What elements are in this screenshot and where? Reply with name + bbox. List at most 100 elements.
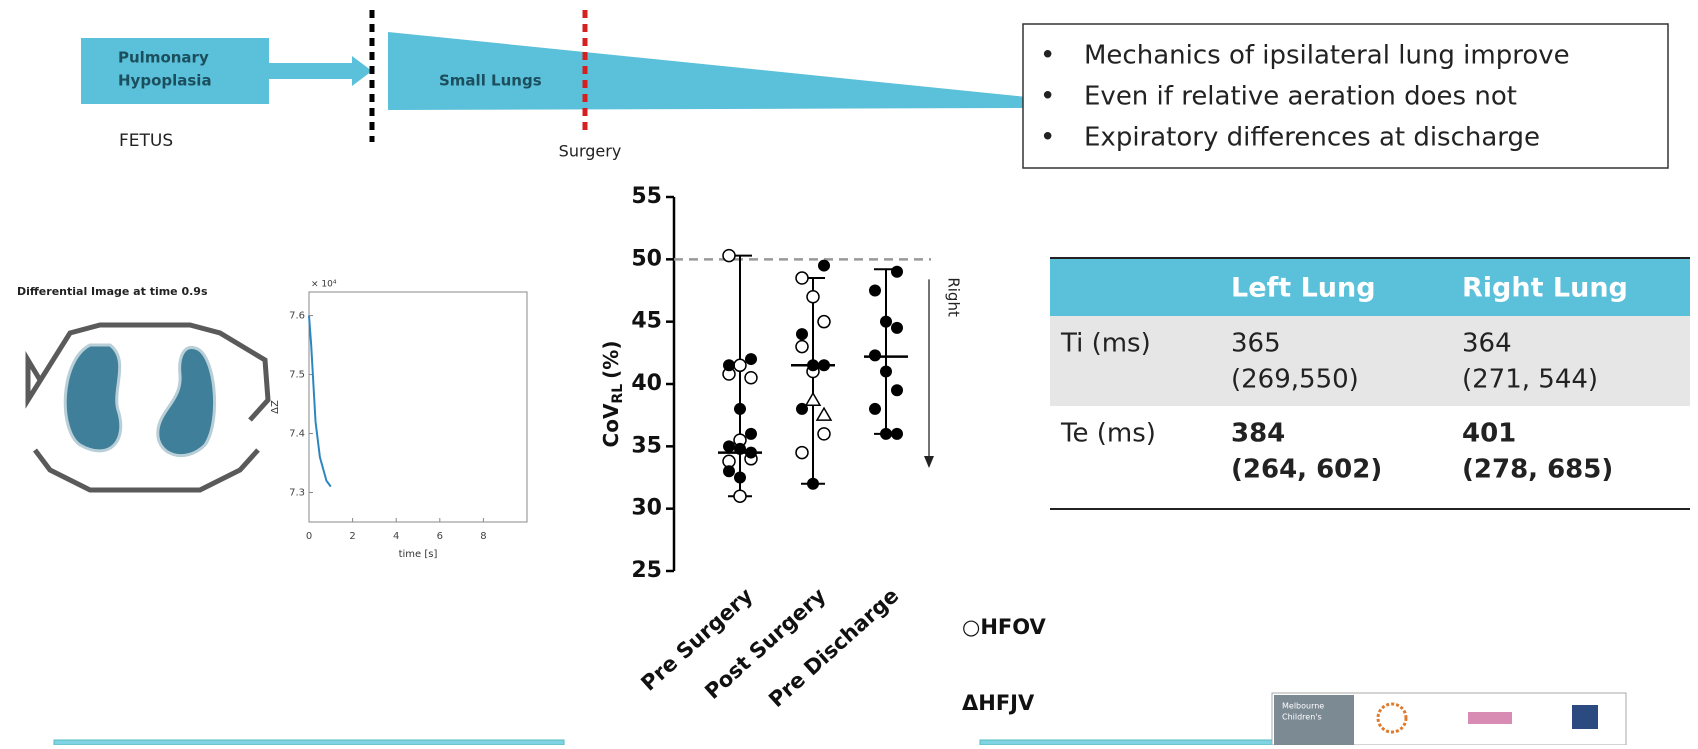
point: [744, 371, 758, 385]
annotation-arrowhead: [924, 456, 934, 468]
point: [796, 402, 808, 415]
stage-caption: FETUS: [119, 131, 173, 151]
image-title: Differential Image at time 0.9s: [17, 285, 208, 298]
plot-frame: [308, 291, 528, 523]
x-tick-label: 2: [349, 531, 355, 542]
point: [818, 359, 830, 372]
point: [817, 314, 831, 329]
point: [817, 427, 831, 441]
y-tick-label: 55: [631, 184, 662, 209]
point: [869, 284, 881, 297]
logo-text: Melbourne: [1282, 702, 1324, 711]
point: [891, 427, 903, 440]
point: [869, 349, 881, 362]
logo-icon: [1468, 712, 1512, 724]
row-label: Ti (ms): [1060, 329, 1151, 359]
cell-text: 365: [1231, 329, 1281, 359]
point: [807, 359, 819, 372]
x-tick-label: 6: [437, 531, 443, 542]
bullet-dot: •: [1040, 41, 1055, 71]
column-header: Left Lung: [1231, 273, 1376, 304]
event-label: Surgery: [559, 142, 622, 161]
y-tick-label: 7.4: [289, 429, 305, 440]
cell-text: (269,550): [1231, 365, 1359, 395]
line: [308, 315, 332, 488]
point: [880, 365, 892, 378]
y-tick-label: 7.6: [289, 311, 305, 322]
annotation: Right: [945, 277, 963, 317]
wedge: [388, 32, 1027, 110]
cell-text: 401: [1462, 419, 1516, 449]
y-tick-label: 30: [631, 496, 662, 521]
table-header-bg: [1050, 258, 1690, 316]
y-tick-label: 50: [631, 246, 662, 271]
y-axis-label: ΔZ: [270, 400, 281, 414]
y-label-sub: RL: [610, 384, 626, 404]
point: [745, 427, 757, 440]
point: [723, 359, 735, 372]
y-tick-label: 40: [631, 371, 662, 396]
x-axis-label: time [s]: [399, 549, 438, 560]
point: [880, 427, 892, 440]
point: [804, 391, 822, 406]
y-axis-label: CoVRL (%): [599, 341, 627, 448]
x-tick-label: Post Surgery: [700, 583, 830, 704]
point: [891, 265, 903, 278]
bullet-dot: •: [1040, 82, 1055, 112]
point: [733, 489, 747, 503]
stage-box: [81, 38, 269, 104]
row-bg: [1050, 316, 1690, 406]
point: [795, 271, 809, 285]
bullet-box: [1022, 23, 1669, 169]
logo-icon: [1376, 702, 1408, 734]
y-tick-label: 45: [631, 309, 662, 334]
bullet-dot: •: [1040, 123, 1055, 153]
point: [734, 402, 746, 415]
lung-image: [25, 322, 271, 493]
point: [818, 259, 830, 272]
point: [880, 315, 892, 328]
stage-label: Small Lungs: [439, 72, 542, 90]
cell-text: (271, 544): [1462, 365, 1598, 395]
point: [745, 446, 757, 459]
logo-block: [1274, 695, 1354, 745]
point: [723, 440, 735, 453]
point: [796, 328, 808, 341]
logo-text: Children's: [1282, 713, 1322, 722]
point: [723, 465, 735, 478]
point: [795, 339, 809, 354]
point: [795, 445, 809, 460]
left-lung: [63, 343, 123, 453]
footer-strip: [53, 739, 565, 746]
point: [891, 321, 903, 334]
arrow: [269, 56, 372, 86]
point: [733, 358, 747, 373]
stage-label: Hypoplasia: [118, 72, 212, 90]
cell-text: (264, 602): [1231, 455, 1382, 485]
point: [869, 402, 881, 415]
bullet: Even if relative aeration does not: [1084, 82, 1517, 112]
y-label-main: CoV: [599, 403, 623, 447]
x-tick-label: 0: [306, 531, 312, 542]
stage-label: Pulmonary: [118, 49, 209, 67]
x-tick-label: 8: [480, 531, 486, 542]
cell-text: 364: [1462, 329, 1512, 359]
row-label: Te (ms): [1060, 419, 1156, 449]
right-lung: [156, 345, 217, 458]
bullet: Expiratory differences at discharge: [1084, 123, 1540, 153]
scale-note: × 10⁴: [311, 280, 337, 290]
y-tick-label: 7.5: [289, 370, 305, 381]
footer-strip: [979, 739, 1281, 746]
y-label-unit: (%): [599, 341, 623, 379]
y-tick-label: 25: [631, 558, 662, 583]
legend-label: ΔHFJV: [962, 691, 1035, 715]
point: [807, 477, 819, 490]
y-tick-label: 35: [631, 433, 662, 458]
point: [722, 248, 736, 263]
point: [734, 442, 746, 455]
point: [891, 384, 903, 397]
x-tick-label: 4: [393, 531, 399, 542]
column-header: Right Lung: [1462, 273, 1628, 304]
cell-text: 384: [1231, 419, 1285, 449]
